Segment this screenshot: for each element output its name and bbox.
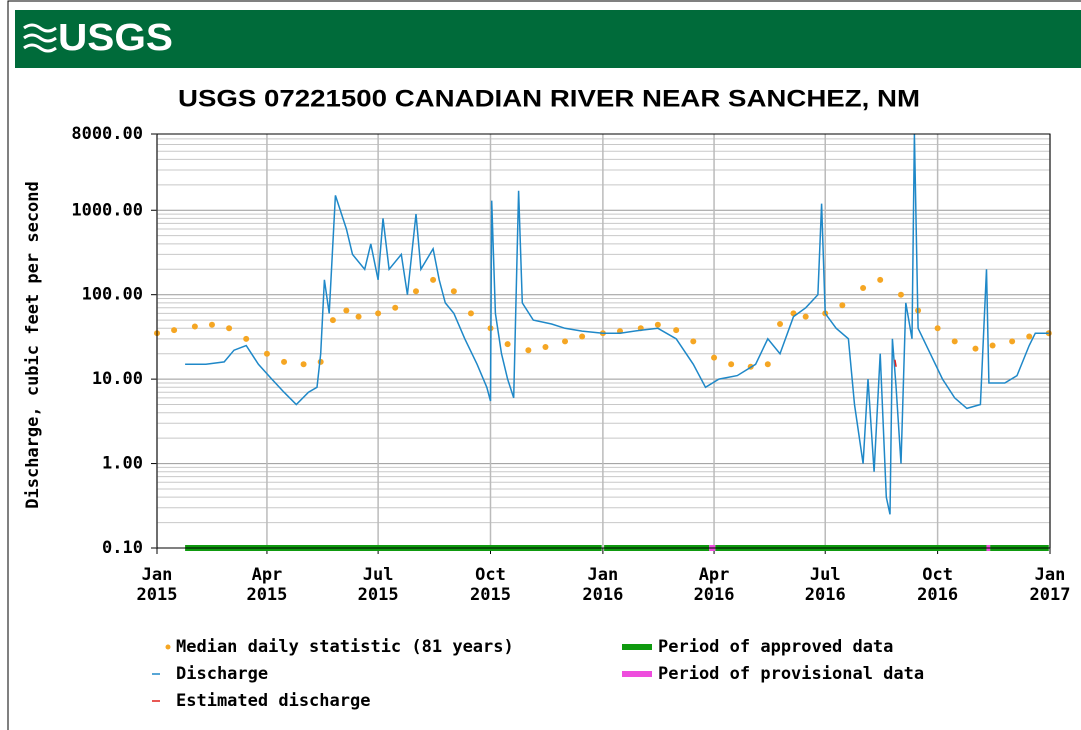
legend-swatch: [622, 671, 652, 677]
legend-label: Period of provisional data: [658, 664, 924, 684]
median-dot: [430, 276, 437, 283]
legend-label: Median daily statistic (81 years): [176, 637, 514, 657]
median-dot: [579, 333, 586, 340]
median-dot: [860, 285, 867, 292]
legend-swatch: [165, 644, 171, 650]
median-dot: [300, 361, 307, 368]
logo: USGS: [58, 17, 173, 59]
plot-border: [156, 133, 1051, 549]
discharge-line: [894, 359, 897, 367]
x-tick-label: Jul 2016: [804, 565, 846, 605]
median-dot: [392, 304, 399, 311]
y-tick-label: 1.00: [102, 454, 143, 474]
x-tick-label: Jan 2017: [1029, 565, 1071, 605]
median-dot: [802, 313, 809, 320]
median-dot: [467, 310, 474, 317]
median-dot: [281, 358, 288, 365]
median-dot: [777, 320, 784, 327]
x-tick-label: Oct 2015: [470, 565, 511, 605]
median-dot: [877, 276, 884, 283]
x-tick-label: Apr 2016: [693, 565, 735, 605]
header-bar: [15, 10, 1081, 68]
median-dot: [972, 345, 979, 352]
frame: [7, 0, 1081, 730]
median-dot: [764, 361, 771, 368]
median-dot: [728, 361, 735, 368]
median-dot: [243, 335, 250, 342]
median-dot: [673, 327, 680, 334]
legend-swatch: [622, 644, 652, 650]
discharge-line: [185, 133, 1049, 515]
median-dot: [897, 291, 904, 298]
y-tick-label: 0.10: [102, 538, 143, 558]
median-dot: [355, 313, 362, 320]
median-dot: [711, 354, 718, 361]
legend-label: Estimated discharge: [176, 691, 370, 711]
x-tick-label: Oct 2016: [917, 565, 959, 605]
median-dot: [504, 341, 511, 348]
median-dot: [226, 325, 233, 332]
median-dot: [1026, 333, 1033, 340]
median-dot: [375, 310, 382, 317]
y-axis-label: Discharge, cubic feet per second: [23, 181, 43, 509]
median-dot: [263, 350, 270, 357]
median-dot: [525, 347, 532, 354]
legend-label: Discharge: [176, 664, 268, 684]
median-dot: [951, 338, 958, 345]
median-dot: [343, 307, 350, 314]
median-dot: [839, 302, 846, 309]
x-tick-label: Jan 2015: [136, 565, 178, 605]
median-dot: [690, 338, 697, 345]
y-tick-label: 10.00: [92, 369, 143, 389]
median-dot: [191, 323, 198, 330]
median-dot: [450, 288, 457, 295]
median-dot: [989, 342, 996, 349]
legend-label: Period of approved data: [658, 637, 893, 657]
median-dot: [1009, 338, 1016, 345]
median-dot: [654, 321, 661, 328]
y-tick-label: 100.00: [82, 285, 143, 305]
chart-title: USGS 07221500 CANADIAN RIVER NEAR SANCHE…: [178, 85, 920, 112]
y-tick-label: 1000.00: [71, 200, 143, 220]
median-dot: [542, 344, 549, 351]
median-dot: [562, 338, 569, 345]
logo-waves: [23, 23, 57, 53]
median-dot: [412, 288, 419, 295]
median-dot: [208, 321, 215, 328]
x-tick-label: Jul 2015: [357, 565, 399, 605]
x-tick-label: Jan 2016: [582, 565, 624, 605]
median-dot: [329, 317, 336, 324]
median-dot: [934, 325, 941, 332]
y-tick-label: 8000.00: [71, 124, 143, 144]
x-tick-label: Apr 2015: [246, 565, 288, 605]
median-dot: [171, 327, 178, 334]
